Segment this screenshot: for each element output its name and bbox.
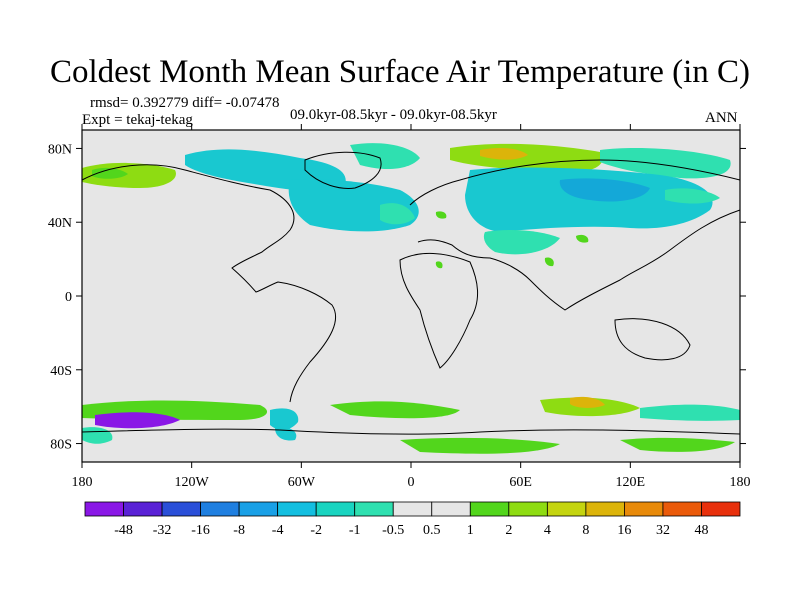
colorbar-label: -16 — [191, 523, 210, 538]
anomaly-patch — [620, 437, 735, 452]
colorbar-swatch — [662, 501, 702, 517]
colorbar-swatch — [161, 501, 201, 517]
antarctica-coastline — [81, 428, 741, 435]
anomaly-patch — [640, 404, 740, 421]
lat-tick-label: 0 — [65, 290, 72, 305]
africa-coastline — [399, 252, 478, 369]
period-label: 09.0kyr-08.5kyr - 09.0kyr-08.5kyr — [290, 107, 497, 123]
colorbar-label: -1 — [349, 523, 361, 538]
colorbar-label: 8 — [582, 523, 589, 538]
anomaly-patch — [480, 147, 528, 160]
season-label: ANN — [705, 110, 738, 126]
americas-coastline — [81, 164, 337, 403]
colorbar-label: -4 — [272, 523, 284, 538]
colorbar-swatch — [123, 501, 163, 517]
colorbar-swatch — [238, 501, 279, 517]
anomaly-patch — [435, 261, 443, 269]
lon-tick-label: 60W — [288, 475, 316, 490]
lat-tick-label: 40S — [50, 364, 72, 379]
anomaly-patch — [380, 203, 415, 225]
anomaly-patch — [270, 408, 299, 430]
colorbar-label: -8 — [233, 523, 245, 538]
colorbar-label: -2 — [310, 523, 322, 538]
longitude-axis: 180 120W 60W 0 60E 120E 180 — [72, 124, 751, 490]
anomaly-patch — [559, 178, 650, 202]
colorbar-label: 2 — [505, 523, 512, 538]
colorbar-swatch — [508, 501, 548, 517]
colorbar-swatch — [624, 501, 664, 517]
anomaly-patch — [544, 257, 554, 267]
colorbar-swatch — [431, 501, 471, 517]
greenland-coastline — [304, 151, 382, 189]
colorbar-label: 4 — [544, 523, 551, 538]
eurasia-north-coastline — [409, 159, 741, 206]
colorbar-label: 0.5 — [423, 523, 441, 538]
anomaly-patch — [350, 143, 420, 170]
colorbar-swatch — [84, 501, 124, 517]
colorbar-labels: -48 -32 -16 -8 -4 -2 -1 -0.5 0.5 1 2 4 8 16 32 48 — [114, 523, 708, 538]
anomaly-patch — [576, 234, 589, 243]
colorbar-swatch — [392, 501, 433, 517]
colorbar-swatch — [200, 501, 240, 517]
lat-tick-label: 40N — [48, 216, 72, 231]
lon-tick-label: 0 — [408, 475, 415, 490]
colorbar — [84, 501, 741, 517]
colorbar-swatch — [585, 501, 625, 517]
anomaly-patch — [95, 412, 180, 429]
latitude-axis: 80N 40N 0 40S 80S — [48, 142, 746, 453]
colorbar-swatch — [546, 501, 587, 517]
lat-tick-label: 80S — [50, 438, 72, 453]
experiment-label: Expt = tekaj-tekag — [82, 112, 193, 128]
anomaly-patch — [483, 230, 560, 255]
rmsd-diff-stats: rmsd= 0.392779 diff= -0.07478 — [90, 95, 280, 111]
colorbar-swatch — [701, 501, 741, 517]
colorbar-label: -32 — [153, 523, 172, 538]
colorbar-label: -0.5 — [382, 523, 404, 538]
colorbar-label: 32 — [656, 523, 670, 538]
lon-tick-label: 60E — [509, 475, 532, 490]
colorbar-swatch — [354, 501, 394, 517]
colorbar-label: 16 — [617, 523, 631, 538]
anomaly-patch — [665, 188, 720, 204]
colorbar-swatch — [277, 501, 317, 517]
anomaly-patch — [570, 396, 605, 408]
colorbar-swatch — [315, 501, 356, 517]
anomaly-patch — [330, 401, 460, 419]
colorbar-label: 48 — [694, 523, 708, 538]
australia-coastline — [614, 318, 691, 361]
map-title: Coldest Month Mean Surface Air Temperatu… — [50, 54, 750, 90]
lon-tick-label: 120E — [616, 475, 646, 490]
lat-tick-label: 80N — [48, 142, 72, 157]
colorbar-label: -48 — [114, 523, 133, 538]
lon-tick-label: 120W — [175, 475, 210, 490]
lon-tick-label: 180 — [730, 475, 751, 490]
colorbar-label: 1 — [467, 523, 474, 538]
anomaly-patch — [400, 437, 560, 454]
lon-tick-label: 180 — [72, 475, 93, 490]
anomaly-patch — [435, 211, 447, 219]
eurasia-south-coastline — [417, 209, 741, 311]
anomaly-patch — [92, 167, 128, 179]
coastlines — [81, 151, 741, 435]
colorbar-swatch — [469, 501, 510, 517]
